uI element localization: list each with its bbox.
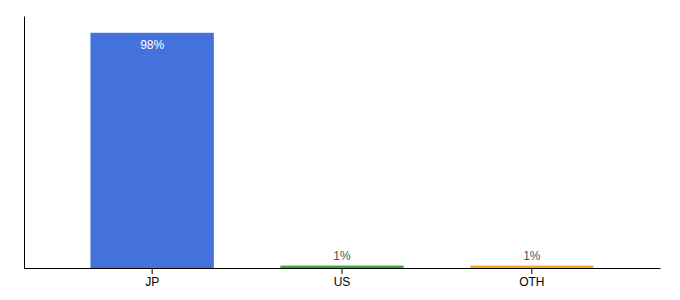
tick-label: JP [145,275,159,289]
tick-mark [342,268,343,274]
bar [90,33,213,268]
axis-line [24,17,25,269]
tick: JP [145,268,159,289]
tick: OTH [519,268,544,289]
y-axis [24,17,25,269]
data-labels: 98% 1% 1% [140,38,541,263]
x-axis: JP US OTH [25,268,661,289]
plot: JP US OTH 98% 1% 1% [25,17,661,289]
bars [90,33,593,268]
tick-label: OTH [519,275,544,289]
chart: JP US OTH 98% 1% 1% [0,0,680,300]
data-label: 98% [140,38,164,52]
tick: US [334,268,351,289]
bar [280,266,403,268]
tick-label: US [334,275,351,289]
data-label: 1% [523,249,541,263]
data-label: 1% [333,249,351,263]
tick-mark [531,268,532,274]
tick-mark [152,268,153,274]
bar [470,266,593,268]
